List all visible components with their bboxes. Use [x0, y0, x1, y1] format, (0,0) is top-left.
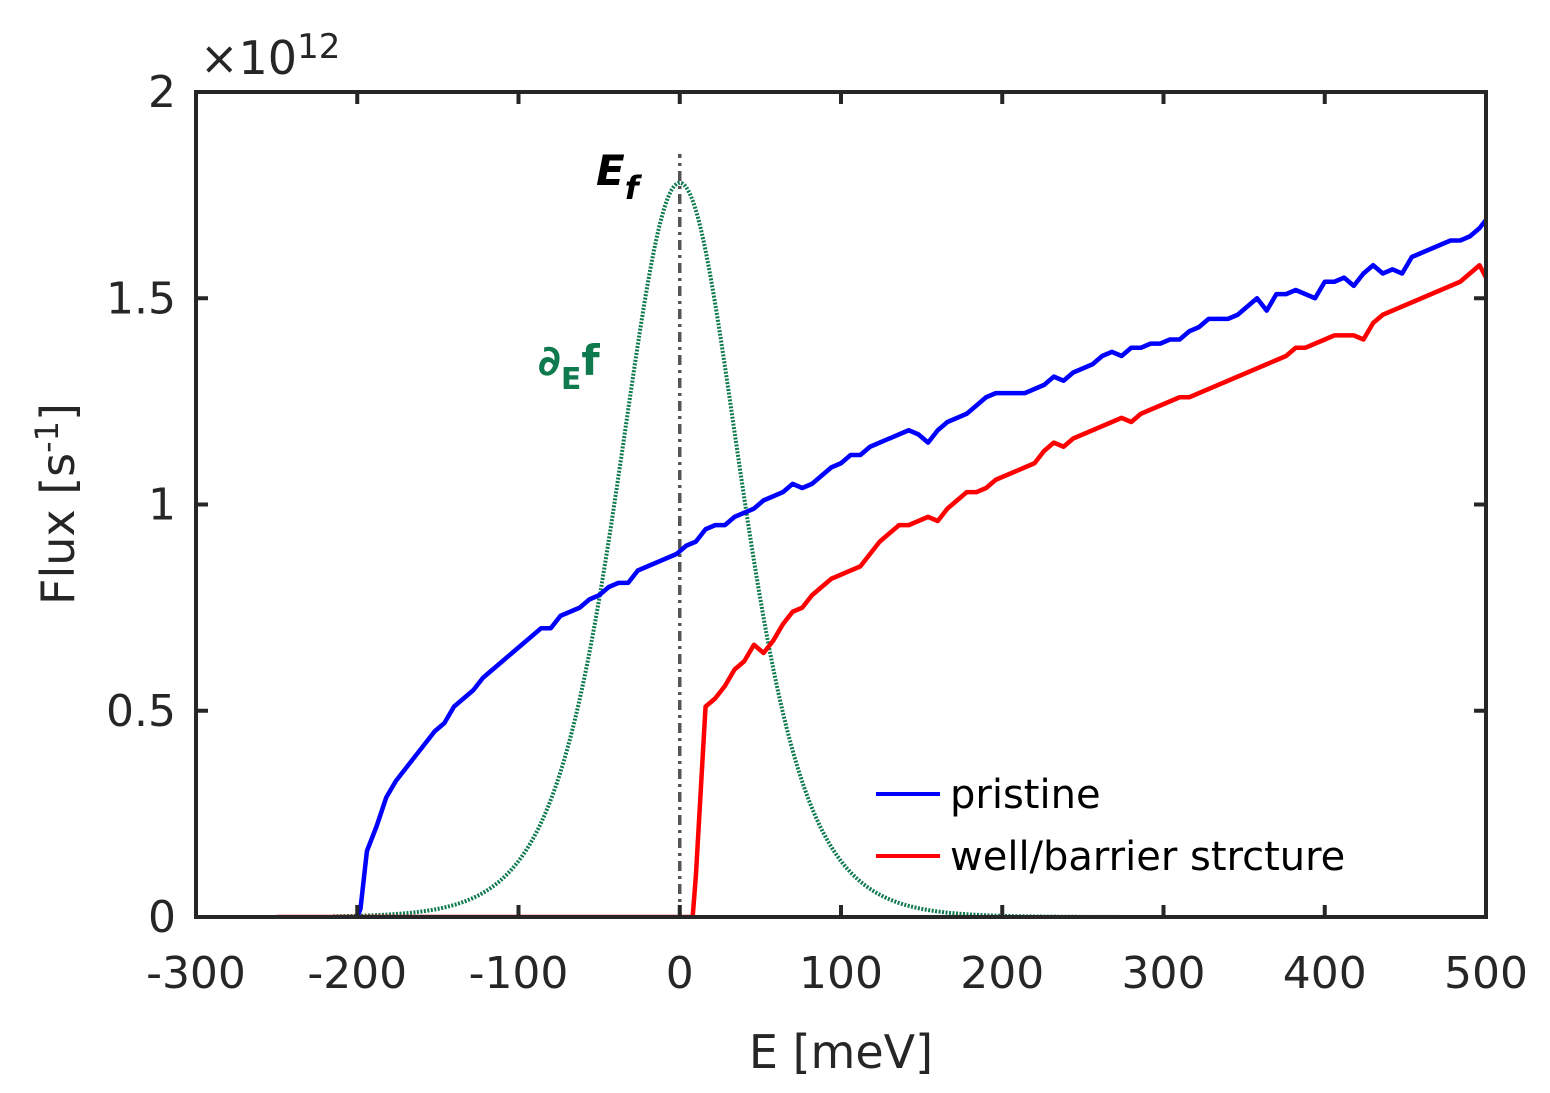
legend: pristine well/barrier strcture: [876, 772, 1345, 880]
ticks-layer: -300 -200 -100 0 100 200 300 400 500 0 0.5 1 1.5 2: [106, 67, 1528, 999]
fermi-level-symbol: E: [596, 146, 625, 195]
fermi-level-subscript: f: [625, 169, 643, 207]
y-axis-label-sup: -1: [28, 421, 66, 453]
x-tick-label: 300: [1122, 948, 1206, 999]
y-axis-label: Flux [s-1]: [28, 403, 85, 605]
series-fermi-derivative: [333, 180, 1390, 917]
derivative-subscript: E: [561, 362, 582, 397]
x-tick-label: -200: [307, 948, 407, 999]
y-exponent-prefix: ×10: [200, 31, 297, 85]
legend-label-pristine: pristine: [950, 772, 1101, 818]
legend-label-well-barrier: well/barrier strcture: [950, 834, 1345, 880]
x-axis-label: E [meV]: [749, 1025, 933, 1079]
y-tick-label: 1.5: [106, 273, 176, 324]
x-tick-label: -300: [146, 948, 246, 999]
x-tick-label: -100: [469, 948, 569, 999]
series-layer: [276, 153, 1486, 917]
y-exponent-power: 12: [297, 27, 340, 67]
y-axis-label-main: Flux [s: [31, 453, 85, 605]
y-tick-label: 2: [148, 67, 176, 118]
y-exponent: ×1012: [200, 27, 340, 85]
derivative-suffix: f: [581, 336, 600, 385]
x-tick-label: 400: [1283, 948, 1367, 999]
derivative-symbol: ∂: [538, 336, 561, 385]
series-well-barrier: [276, 263, 1486, 917]
x-tick-label: 100: [799, 948, 883, 999]
y-tick-label: 0: [148, 892, 176, 943]
x-tick-label: 200: [960, 948, 1044, 999]
x-tick-label: 0: [666, 948, 694, 999]
series-pristine: [355, 218, 1486, 917]
fermi-level-annotation: Ef: [596, 146, 643, 207]
derivative-annotation: ∂Ef: [538, 336, 600, 397]
y-axis-label-close: ]: [31, 403, 85, 421]
y-tick-label: 1: [148, 480, 176, 531]
y-tick-label: 0.5: [106, 686, 176, 737]
x-tick-label: 500: [1444, 948, 1528, 999]
